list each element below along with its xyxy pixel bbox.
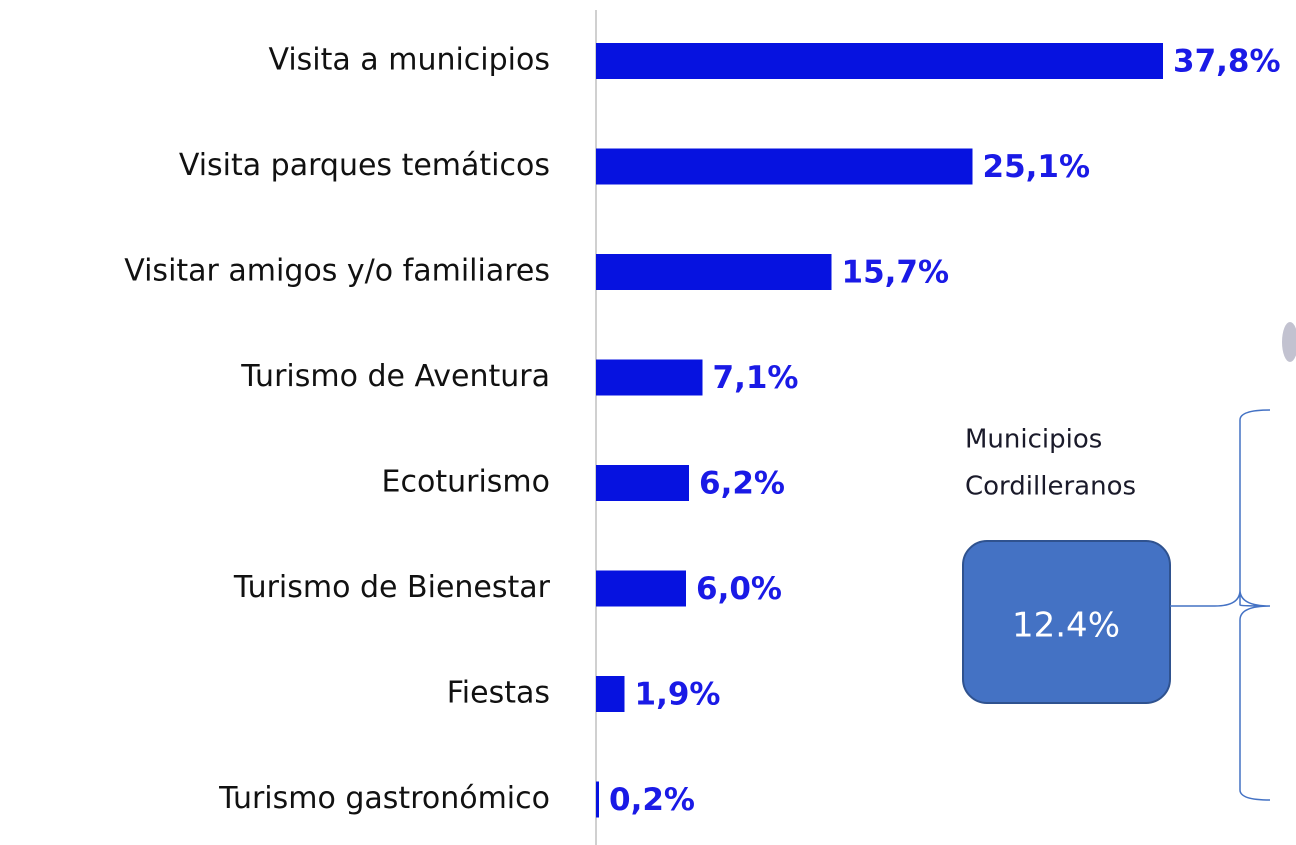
value-label: 7,1% — [713, 360, 799, 396]
bar — [596, 360, 703, 396]
value-label: 37,8% — [1173, 44, 1281, 80]
bar — [596, 571, 686, 607]
decoration — [1282, 322, 1296, 362]
value-label: 6,2% — [699, 466, 785, 502]
page: Municipios Cordilleranos 12.4% Visita a … — [0, 0, 1296, 845]
bar — [596, 254, 832, 290]
category-label: Fiestas — [447, 676, 550, 711]
annotation-line: Municipios — [965, 425, 1102, 455]
bar — [596, 149, 973, 185]
category-label: Turismo de Aventura — [240, 359, 550, 394]
category-label: Turismo gastronómico — [218, 781, 550, 816]
category-label: Visitar amigos y/o familiares — [124, 254, 550, 289]
category-label: Visita parques temáticos — [179, 148, 550, 183]
category-label: Visita a municipios — [268, 43, 550, 78]
value-label: 15,7% — [842, 255, 950, 291]
value-label: 0,2% — [609, 782, 695, 818]
brace — [1170, 410, 1270, 800]
bar — [596, 465, 689, 501]
value-label: 25,1% — [983, 149, 1091, 185]
bar — [596, 676, 625, 712]
bar — [596, 43, 1163, 79]
chart: Municipios Cordilleranos 12.4% Visita a … — [0, 0, 1296, 845]
annotation-line: Cordilleranos — [965, 472, 1136, 502]
bar — [596, 782, 599, 818]
value-label: 6,0% — [696, 571, 782, 607]
category-label: Ecoturismo — [382, 465, 550, 500]
value-label: 1,9% — [635, 677, 721, 713]
category-label: Turismo de Bienestar — [233, 570, 551, 605]
annotation-box-text: 12.4% — [1012, 606, 1120, 646]
